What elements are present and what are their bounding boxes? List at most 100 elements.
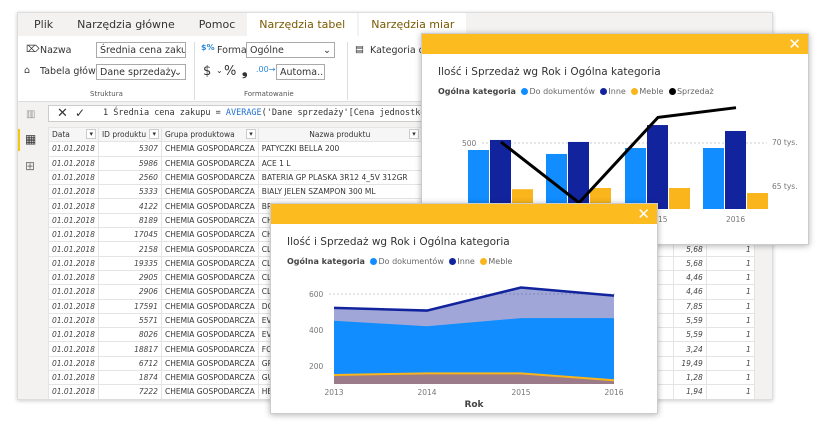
table-cell[interactable]: 5571 — [97, 312, 162, 329]
table-cell[interactable]: CHEMIA GOSPODARCZA — [160, 298, 259, 314]
table-cell[interactable]: CHEMIA GOSPODARCZA — [160, 327, 259, 343]
table-cell[interactable]: 2158 — [97, 241, 162, 257]
tab-narzedzia-tabel[interactable]: Narzędzia tabel — [247, 13, 358, 36]
table-cell[interactable]: 8189 — [97, 212, 162, 229]
table-cell[interactable]: ACE 1 L — [257, 155, 422, 171]
table-cell[interactable]: 01.01.2018 — [48, 327, 99, 343]
table-cell[interactable]: CHEMIA GOSPODARCZA — [160, 227, 259, 243]
table-cell[interactable]: 5,68 — [672, 255, 707, 271]
table-cell[interactable]: 01.01.2018 — [48, 255, 99, 271]
table-cell[interactable]: 01.01.2018 — [48, 184, 99, 200]
decimal-places-stepper[interactable]: Automa... — [276, 64, 325, 80]
table-cell[interactable]: 18817 — [97, 341, 162, 357]
table-cell[interactable]: 1 — [705, 341, 755, 357]
commit-icon[interactable]: ✓ — [75, 106, 86, 120]
decimal-decrease-icon[interactable]: .00→ — [256, 65, 276, 74]
table-cell[interactable]: 1 — [705, 384, 755, 399]
table-cell[interactable]: PATYCZKI BELLA 200 — [257, 141, 422, 157]
table-cell[interactable]: 1 — [705, 269, 755, 286]
filter-dropdown-icon[interactable]: ▾ — [149, 129, 159, 139]
close-icon[interactable]: ✕ — [637, 205, 650, 223]
column-header[interactable]: ID produktu ▾ — [97, 126, 162, 143]
legend-item[interactable]: Do dokumentów — [378, 257, 444, 266]
table-cell[interactable]: 01.01.2018 — [48, 155, 99, 171]
table-cell[interactable]: 1,28 — [672, 370, 707, 386]
percent-button[interactable]: % — [224, 64, 237, 79]
table-cell[interactable]: 2905 — [97, 269, 162, 286]
table-cell[interactable]: 6712 — [97, 355, 162, 372]
table-cell[interactable]: 1874 — [97, 370, 162, 386]
table-cell[interactable]: 01.01.2018 — [48, 298, 99, 314]
table-cell[interactable]: 1 — [705, 370, 755, 386]
column-header[interactable]: Nazwa produktu ▾ — [257, 126, 422, 143]
table-cell[interactable]: 01.01.2018 — [48, 198, 99, 214]
table-cell[interactable]: CHEMIA GOSPODARCZA — [160, 341, 259, 357]
legend-item[interactable]: Inne — [608, 87, 626, 96]
model-view-icon[interactable]: ⊞ — [25, 159, 36, 173]
table-cell[interactable]: CHEMIA GOSPODARCZA — [160, 312, 259, 329]
table-cell[interactable]: CHEMIA GOSPODARCZA — [160, 355, 259, 372]
table-cell[interactable]: 5333 — [97, 184, 162, 200]
table-cell[interactable]: 01.01.2018 — [48, 141, 99, 157]
format-select[interactable]: Ogólne ⌄ — [246, 42, 335, 58]
table-cell[interactable]: CHEMIA GOSPODARCZA — [160, 212, 259, 229]
legend-item[interactable]: Meble — [488, 257, 513, 266]
table-cell[interactable]: CHEMIA GOSPODARCZA — [160, 269, 259, 286]
table-cell[interactable]: 01.01.2018 — [48, 370, 99, 386]
table-cell[interactable]: 5307 — [97, 141, 162, 157]
table-cell[interactable]: 01.01.2018 — [48, 169, 99, 186]
filter-dropdown-icon[interactable]: ▾ — [246, 129, 256, 139]
table-cell[interactable]: BIALY JELEN SZAMPON 300 ML — [257, 184, 422, 200]
table-cell[interactable]: 17045 — [97, 227, 162, 243]
table-cell[interactable]: 1 — [705, 284, 755, 300]
tab-plik[interactable]: Plik — [34, 18, 54, 31]
column-header[interactable]: Grupa produktowa ▾ — [160, 126, 259, 143]
table-cell[interactable]: 5,59 — [672, 327, 707, 343]
table-cell[interactable]: 01.01.2018 — [48, 355, 99, 372]
table-cell[interactable]: 19,49 — [672, 355, 707, 372]
table-cell[interactable]: 01.01.2018 — [48, 212, 99, 229]
table-cell[interactable]: 01.01.2018 — [48, 241, 99, 257]
tab-narzedzia-miar[interactable]: Narzędzia miar — [359, 13, 467, 36]
tab-narzedzia-glowne[interactable]: Narzędzia główne — [77, 18, 175, 31]
area-chart-card[interactable]: ✕ Ilość i Sprzedaż wg Rok i Ogólna kateg… — [270, 203, 658, 414]
table-cell[interactable]: 1,94 — [672, 384, 707, 399]
table-cell[interactable]: 4,46 — [672, 269, 707, 286]
data-category-label[interactable]: Kategoria danych — [370, 45, 454, 56]
table-cell[interactable]: 7222 — [97, 384, 162, 399]
cancel-icon[interactable]: ✕ — [57, 106, 68, 121]
table-cell[interactable]: 01.01.2018 — [48, 227, 99, 243]
report-view-icon[interactable]: ▥ — [26, 109, 36, 120]
table-cell[interactable]: 4122 — [97, 198, 162, 214]
table-cell[interactable]: CHEMIA GOSPODARCZA — [160, 255, 259, 271]
table-cell[interactable]: 19335 — [97, 255, 162, 271]
table-cell[interactable]: 1 — [705, 298, 755, 314]
table-cell[interactable]: 17591 — [97, 298, 162, 314]
table-cell[interactable]: CHEMIA GOSPODARCZA — [160, 384, 259, 399]
data-view-icon[interactable]: ▦ — [25, 132, 37, 146]
table-cell[interactable]: CHEMIA GOSPODARCZA — [160, 184, 259, 200]
formula-text[interactable]: 1 Średnia cena zakupu = AVERAGE('Dane sp… — [103, 108, 482, 118]
table-cell[interactable]: 1 — [705, 327, 755, 343]
currency-button[interactable]: $ — [203, 64, 212, 79]
legend-item[interactable]: Meble — [639, 87, 664, 96]
table-cell[interactable]: 2906 — [97, 284, 162, 300]
table-cell[interactable]: 5,59 — [672, 312, 707, 329]
close-icon[interactable]: ✕ — [788, 35, 801, 53]
table-cell[interactable]: 8026 — [97, 327, 162, 343]
filter-dropdown-icon[interactable]: ▾ — [86, 129, 96, 139]
table-cell[interactable]: 01.01.2018 — [48, 341, 99, 357]
legend-item[interactable]: Sprzedaż — [676, 87, 714, 96]
table-cell[interactable]: CHEMIA GOSPODARCZA — [160, 241, 259, 257]
legend-item[interactable]: Do dokumentów — [529, 87, 595, 96]
table-cell[interactable]: 2560 — [97, 169, 162, 186]
table-cell[interactable]: 01.01.2018 — [48, 384, 99, 399]
table-cell[interactable]: CHEMIA GOSPODARCZA — [160, 155, 259, 171]
table-cell[interactable]: 7,85 — [672, 298, 707, 314]
chevron-down-icon[interactable]: ⌄ — [216, 66, 223, 75]
column-header[interactable]: Data ▾ — [48, 126, 99, 143]
table-cell[interactable]: 3,24 — [672, 341, 707, 357]
table-cell[interactable]: CHEMIA GOSPODARCZA — [160, 370, 259, 386]
table-cell[interactable]: 01.01.2018 — [48, 269, 99, 286]
table-cell[interactable]: 1 — [705, 255, 755, 271]
